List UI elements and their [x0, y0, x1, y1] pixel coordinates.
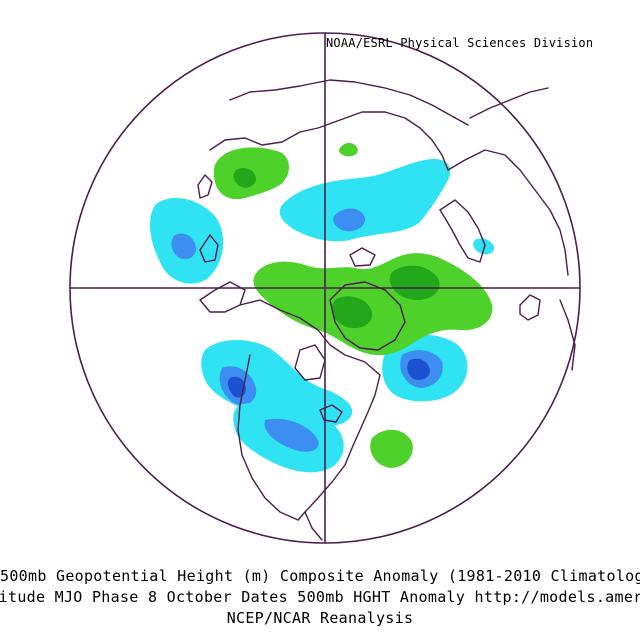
negative-anomaly-north-america-core	[264, 418, 319, 452]
coastline-hudson-bay	[294, 344, 326, 381]
caption-title: 500mb Geopotential Height (m) Composite …	[0, 567, 640, 585]
negative-anomaly-asia	[279, 159, 451, 242]
coastlines	[197, 79, 576, 541]
coastline-japan	[197, 174, 213, 199]
caption-description: nlitude MJO Phase 8 October Dates 500mb …	[0, 588, 640, 606]
coastline-middle-east	[469, 87, 549, 119]
positive-anomaly-arctic-core	[331, 296, 373, 329]
map-frame	[69, 32, 581, 544]
caption-source: NCEP/NCAR Reanalysis	[226, 609, 414, 627]
positive-anomaly-subtropical-atlantic	[370, 429, 413, 468]
negative-anomaly-atlantic-strong	[407, 358, 430, 380]
positive-anomaly-arctic-europe	[253, 253, 493, 356]
coastline-uk	[519, 294, 541, 321]
coastline-greenland	[329, 281, 406, 351]
coastline-gulf	[297, 511, 323, 541]
coastline-scandinavia	[439, 199, 486, 263]
coastline-europe	[447, 149, 569, 276]
coastline-mediterranean	[559, 299, 576, 371]
coastline-north-america-east	[304, 374, 381, 513]
coastline-great-lakes	[319, 404, 343, 423]
positive-anomaly-siberia-small	[339, 142, 358, 157]
positive-anomaly-arctic-europe-core	[389, 265, 440, 300]
coastline-arctic-islands	[349, 247, 376, 267]
coastline-alaska	[199, 281, 246, 313]
credit-label: NOAA/ESRL Physical Sciences Division	[326, 36, 594, 50]
positive-anomaly-east-asia-core	[233, 168, 256, 188]
coastline-north-america-west	[237, 354, 299, 521]
coastline-north-america-north	[239, 299, 381, 376]
coastline-north-asia	[229, 79, 469, 126]
negative-anomaly-eastern-europe	[473, 238, 495, 255]
coastline-asia-east	[209, 111, 449, 171]
negative-anomaly-asia-core	[333, 208, 366, 232]
negative-anomaly-west-pacific-core	[171, 233, 196, 260]
negative-anomaly-north-pacific-strong	[227, 376, 246, 398]
coastline-kamchatka	[199, 234, 219, 263]
anomaly-shading	[149, 142, 495, 473]
